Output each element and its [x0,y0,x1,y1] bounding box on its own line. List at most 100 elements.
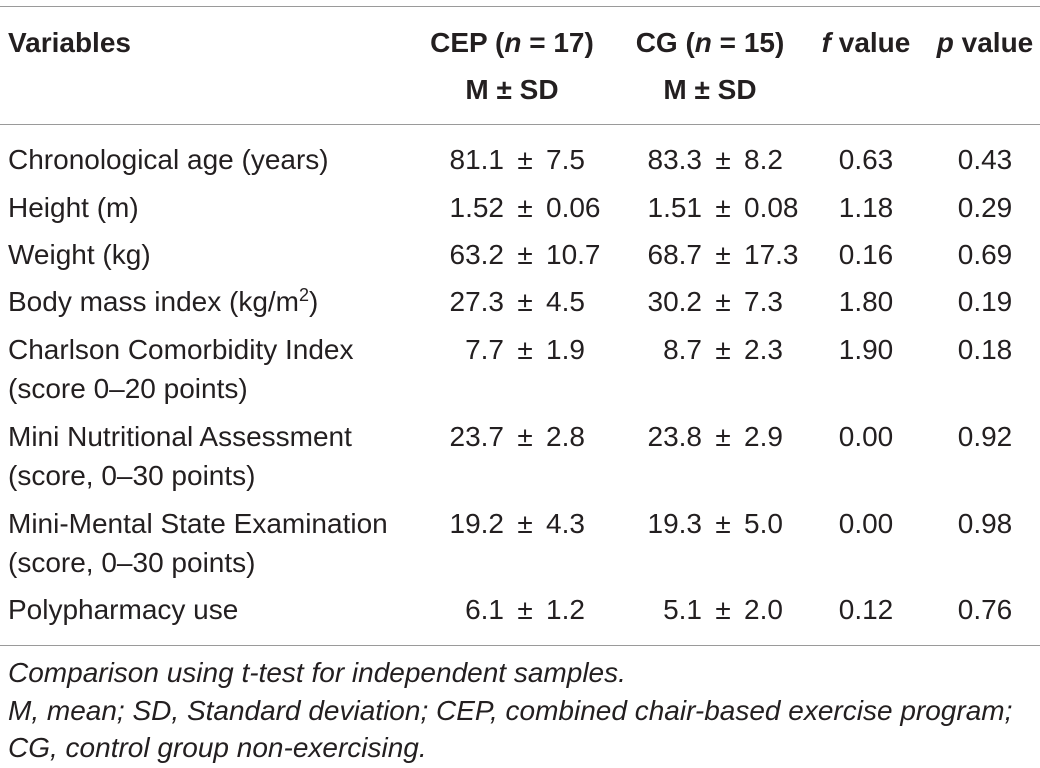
cep-value-cell: 63.2 ±10.7 [424,235,601,274]
cep-mean: 63.2 [449,239,505,270]
plus-minus-sign: ± [715,286,731,317]
p-value-cell: 0.19 [957,286,1013,317]
cg-value-cell: 30.2 ±7.3 [622,282,783,321]
cg-value-cell: 19.3 ±5.0 [622,504,783,543]
variable-label: Body mass index (kg/m2) [8,282,318,321]
cg-label-text: CG ( [635,26,695,58]
plus-minus-sign: ± [517,144,533,175]
footnote-test: Comparison using t-test for independent … [8,657,626,688]
variable-sublabel: (score, 0–30 points) [8,460,256,491]
plus-minus-sign: ± [517,286,533,317]
p-value-cell: 0.76 [957,594,1013,625]
cg-value-cell: 1.51 ±0.08 [622,188,799,227]
cep-mean: 6.1 [465,594,504,625]
variable-label: Weight (kg) [8,239,151,270]
cg-mean: 5.1 [663,594,702,625]
variable-cell: Charlson Comorbidity Index (score 0–20 po… [8,330,354,408]
cep-sd: 2.8 [546,421,585,452]
cg-mean: 8.7 [663,334,702,365]
p-value-label-text: value [953,26,1034,58]
variable-label: Polypharmacy use [8,594,239,625]
p-value-cell: 0.92 [957,421,1013,452]
cep-value-cell: 1.52 ±0.06 [424,188,601,227]
table-row: Body mass index (kg/m2) 27.3 ±4.5 30.2 ±7.… [0,282,1040,321]
plus-minus-sign: ± [715,594,731,625]
f-value-cell: 0.63 [838,144,894,175]
variables-header-label: Variables [8,26,131,58]
n-symbol: n [694,26,712,58]
cg-sample-size: = 15) [711,26,785,58]
cep-sd: 1.2 [546,594,585,625]
cg-column-header: CG (n = 15) M ± SD [610,19,810,113]
cg-sd: 7.3 [744,286,783,317]
variable-label: Charlson Comorbidity Index [8,334,354,365]
bottom-rule [0,645,1040,646]
cep-sd: 4.3 [546,508,585,539]
cep-sample-size: = 17) [521,26,594,58]
variable-cell: Height (m) [8,188,139,227]
cep-value-cell: 6.1 ±1.2 [424,590,585,629]
cep-mean: 27.3 [449,286,505,317]
p-value-cell: 0.69 [957,239,1013,270]
variables-column-header: Variables [8,19,131,66]
f-value-column-header: f value [816,19,916,66]
variable-cell: Polypharmacy use [8,590,238,629]
cep-mean: 23.7 [449,421,505,452]
cg-sd: 8.2 [744,144,783,175]
cg-sd: 0.08 [744,192,799,223]
plus-minus-sign: ± [517,421,533,452]
header-rule [0,124,1040,125]
footnote-abbreviations-cont: CG, control group non-exercising. [8,732,427,763]
cep-stat-label: M ± SD [465,73,559,105]
p-value-cell: 0.43 [957,144,1013,175]
plus-minus-sign: ± [715,144,731,175]
cg-group-label: CG (n = 15) [610,19,810,66]
cep-mean: 19.2 [449,508,505,539]
f-value-cell: 0.00 [838,421,894,452]
cep-value-cell: 19.2 ±4.3 [424,504,585,543]
variable-label-suffix: ) [309,286,319,317]
cg-mean: 68.7 [647,239,703,270]
cg-mean: 1.51 [647,192,703,223]
plus-minus-sign: ± [517,594,533,625]
p-value-label: p value [935,19,1035,66]
cep-sd: 1.9 [546,334,585,365]
variable-label: Mini Nutritional Assessment [8,421,352,452]
cg-value-cell: 83.3 ±8.2 [622,140,783,179]
cg-sd: 5.0 [744,508,783,539]
cg-mean: 30.2 [647,286,703,317]
cg-sd: 2.9 [744,421,783,452]
cg-stat-label: M ± SD [663,73,757,105]
f-value-cell: 0.00 [838,508,894,539]
cep-group-label: CEP (n = 17) [412,19,612,66]
table-row: Chronological age (years) 81.1 ±7.5 83.3 ±… [0,140,1040,179]
cg-mean: 83.3 [647,144,703,175]
cep-mean: 81.1 [449,144,505,175]
plus-minus-sign: ± [517,192,533,223]
cg-sd: 2.3 [744,334,783,365]
f-value-cell: 1.80 [838,286,894,317]
cg-sd: 2.0 [744,594,783,625]
variable-label-text: Body mass index (kg/m [8,286,299,317]
cg-sd: 17.3 [744,239,799,270]
plus-minus-sign: ± [715,239,731,270]
f-value-label: f value [816,19,916,66]
variable-cell: Weight (kg) [8,235,151,274]
variable-cell: Chronological age (years) [8,140,329,179]
n-symbol: n [504,26,522,58]
plus-minus-sign: ± [517,508,533,539]
plus-minus-sign: ± [715,421,731,452]
cep-value-cell: 23.7 ±2.8 [424,417,585,456]
cep-value-cell: 7.7 ±1.9 [424,330,585,369]
table-footnotes: Comparison using t-test for independent … [8,654,1012,767]
footnote-abbreviations: M, mean; SD, Standard deviation; CEP, co… [8,694,1013,726]
plus-minus-sign: ± [517,334,533,365]
cep-mean: 7.7 [465,334,504,365]
p-value-cell: 0.29 [957,192,1013,223]
table-row: Weight (kg) 63.2 ±10.7 68.7 ±17.3 0.16 0.6… [0,235,1040,274]
f-value-cell: 0.12 [838,594,894,625]
p-value-cell: 0.18 [957,334,1013,365]
superscript-2: 2 [299,285,310,305]
variable-cell: Mini Nutritional Assessment (score, 0–30 … [8,417,352,495]
